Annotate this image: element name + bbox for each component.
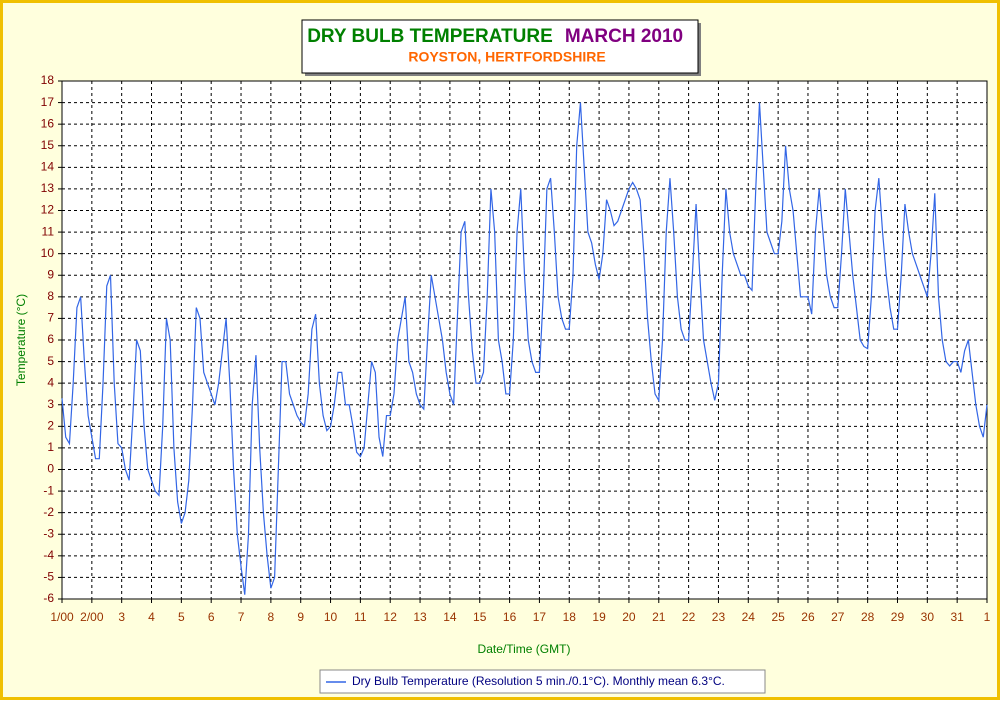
y-tick-label: 16: [41, 116, 55, 130]
x-tick-label: 26: [801, 610, 815, 624]
x-tick-label: 13: [413, 610, 427, 624]
y-axis-title: Temperature (°C): [14, 294, 28, 386]
x-tick-label: 5: [178, 610, 185, 624]
x-tick-label: 18: [563, 610, 577, 624]
x-tick-label: 21: [652, 610, 666, 624]
chart-title-period: MARCH 2010: [565, 26, 683, 47]
y-tick-label: 12: [41, 203, 55, 217]
x-tick-label: 16: [503, 610, 517, 624]
x-tick-label: 15: [473, 610, 487, 624]
y-tick-label: 3: [47, 397, 54, 411]
y-tick-label: 14: [41, 160, 55, 174]
y-tick-label: -4: [43, 548, 54, 562]
chart-subtitle: ROYSTON, HERTFORDSHIRE: [408, 49, 605, 65]
plot-border: [61, 80, 988, 600]
y-tick-label: 6: [47, 332, 54, 346]
y-tick-label: -2: [43, 505, 54, 519]
y-tick-label: 15: [41, 138, 55, 152]
y-tick-label: 7: [47, 311, 54, 325]
chart-title: DRY BULB TEMPERATURE: [307, 26, 553, 47]
x-tick-label: 27: [831, 610, 845, 624]
y-tick-label: 17: [41, 95, 55, 109]
x-tick-label: 9: [297, 610, 304, 624]
y-tick-label: 13: [41, 181, 55, 195]
x-tick-label: 28: [861, 610, 875, 624]
y-tick-label: 9: [47, 267, 54, 281]
y-tick-label: 1: [47, 440, 54, 454]
y-tick-label: 11: [42, 224, 55, 238]
x-tick-label: 23: [712, 610, 726, 624]
x-tick-label: 1: [984, 610, 991, 624]
x-tick-label: 8: [268, 610, 275, 624]
plot-layer: -6-5-4-3-2-10123456789101112131415161718…: [41, 73, 991, 688]
x-axis-title: Date/Time (GMT): [478, 642, 571, 656]
x-tick-label: 14: [443, 610, 457, 624]
x-tick-label: 3: [118, 610, 125, 624]
y-tick-label: -3: [43, 526, 54, 540]
y-tick-label: 10: [41, 246, 55, 260]
y-tick-label: 0: [47, 462, 54, 476]
x-tick-label: 30: [921, 610, 935, 624]
x-tick-label: 11: [354, 610, 367, 624]
x-tick-label: 17: [533, 610, 547, 624]
x-tick-label: 1/00: [50, 610, 74, 624]
x-tick-label: 10: [324, 610, 338, 624]
y-tick-label: 5: [47, 354, 54, 368]
y-tick-label: -5: [43, 570, 54, 584]
x-tick-label: 4: [148, 610, 155, 624]
x-tick-label: 31: [950, 610, 964, 624]
y-tick-label: 4: [47, 375, 54, 389]
y-tick-label: 8: [47, 289, 54, 303]
series-line: [61, 102, 988, 595]
title-box: [301, 19, 699, 74]
y-tick-label: -6: [43, 591, 54, 605]
x-tick-label: 24: [742, 610, 756, 624]
y-tick-label: -1: [43, 483, 54, 497]
x-tick-label: 20: [622, 610, 636, 624]
legend-label: Dry Bulb Temperature (Resolution 5 min./…: [352, 674, 725, 688]
x-tick-label: 7: [238, 610, 245, 624]
y-tick-label: 2: [47, 419, 54, 433]
x-tick-label: 25: [771, 610, 785, 624]
legend-box: [319, 669, 766, 694]
x-tick-label: 22: [682, 610, 696, 624]
x-tick-label: 19: [592, 610, 606, 624]
y-tick-label: 18: [41, 73, 55, 87]
x-tick-label: 29: [891, 610, 905, 624]
x-tick-label: 2/00: [80, 610, 104, 624]
x-tick-label: 6: [208, 610, 215, 624]
x-tick-label: 12: [384, 610, 398, 624]
